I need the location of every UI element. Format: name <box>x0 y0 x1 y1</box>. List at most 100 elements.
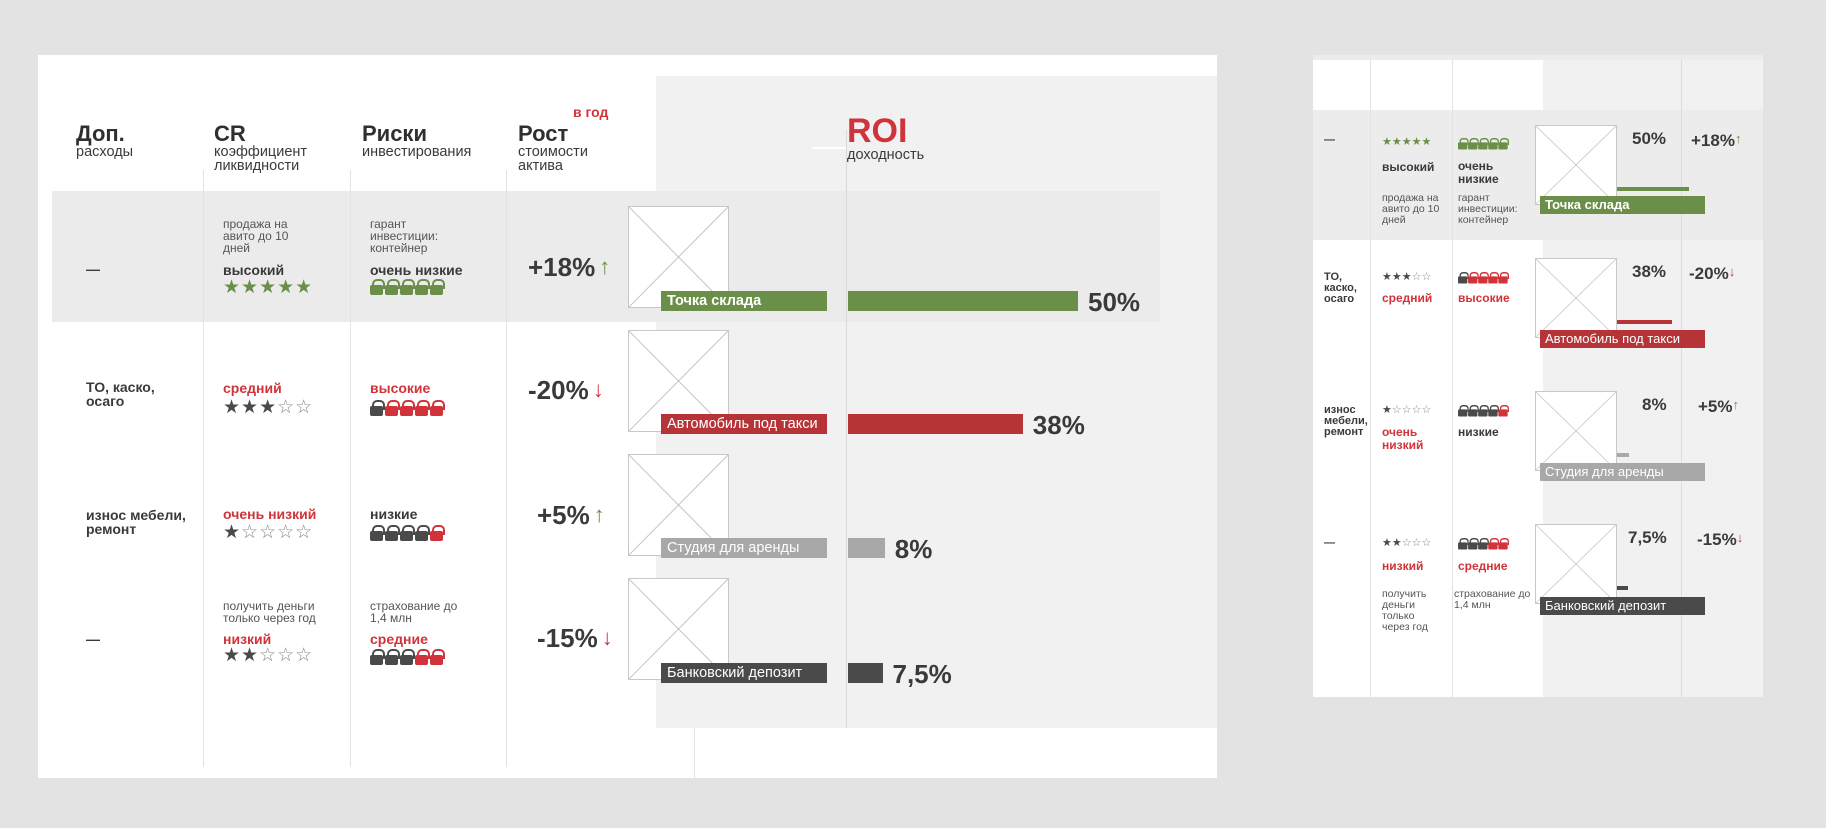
arrow-down-icon: ↓ <box>1728 264 1736 279</box>
header-expenses-title: Доп. <box>76 121 125 146</box>
label-studio: Студия для аренды <box>661 538 827 558</box>
row3-locks <box>370 525 445 541</box>
roi-value-label: 8% <box>894 534 933 564</box>
header-cr: CR коэффициент ликвидности <box>214 121 334 174</box>
m-roi-bar <box>1617 320 1672 324</box>
m-growth: +5%↑ <box>1698 396 1739 415</box>
m-row2-expenses: ТО, каско, осаго <box>1324 271 1357 305</box>
m-roi-bar <box>1617 187 1689 191</box>
roi-value-label: 7,5% <box>892 659 952 689</box>
m-row1-risk-level: очень низкие <box>1458 159 1499 186</box>
m-growth: +18%↑ <box>1691 130 1741 149</box>
m-roi-value: 38% <box>1632 262 1667 281</box>
m-row2-locks <box>1458 272 1510 284</box>
row2-growth: -20% ↓ <box>528 375 604 406</box>
row2-locks <box>370 400 445 416</box>
roi-sub: доходность <box>847 147 925 163</box>
m-row3-expenses: износ мебели, ремонт <box>1324 404 1368 438</box>
row2-expenses: ТО, каско, осаго <box>86 379 155 409</box>
m-row2-stars: ★★★☆☆ <box>1382 271 1432 283</box>
row4-cr-level: низкий <box>223 631 272 647</box>
row3-growth: +5% ↑ <box>537 500 605 531</box>
m-row1-stars: ★★★★★ <box>1382 136 1432 148</box>
m-row4-risk-note: страхование до 1,4 млн <box>1454 588 1531 611</box>
label-deposit: Банковский депозит <box>661 663 827 683</box>
roi-area <box>656 76 1217 728</box>
roi-value-label: 50% <box>1088 287 1141 317</box>
row4-risk-note: страхование до 1,4 млн <box>370 599 458 625</box>
header-risks-sub: инвестирования <box>362 144 472 160</box>
image-placeholder <box>1535 125 1617 205</box>
row1-growth: +18% ↑ <box>528 252 610 283</box>
m-row1-expenses: — <box>1324 134 1335 146</box>
m-growth-value: +18% <box>1691 131 1735 150</box>
header-growth-sub: стоимости актива <box>518 144 588 174</box>
header-expenses-sub: расходы <box>76 144 134 160</box>
image-placeholder <box>1535 524 1617 604</box>
m-row3-risk-level: низкие <box>1458 425 1499 439</box>
m-row4-risk-level: средние <box>1458 559 1508 573</box>
m-row3-locks <box>1458 405 1510 417</box>
header-roi: ROI доходность <box>847 114 924 162</box>
roi-title: ROI <box>847 112 908 150</box>
row4-cr-note: получить деньги только через год <box>223 599 316 625</box>
m-growth-value: -20% <box>1689 264 1729 283</box>
header-growth: Рост стоимости актива <box>518 121 608 174</box>
roi-value-label: 38% <box>1032 410 1085 440</box>
header-growth-note: в год <box>573 104 609 120</box>
image-placeholder <box>628 206 729 308</box>
m-label-deposit: Банковский депозит <box>1540 597 1705 615</box>
row2-growth-value: -20% <box>528 375 589 405</box>
m-roi-value: 7,5% <box>1628 528 1667 547</box>
row3-expenses: износ мебели, ремонт <box>86 507 186 537</box>
header-cr-title: CR <box>214 121 246 146</box>
row1-stars: ★★★★★ <box>223 277 314 298</box>
m-row1-risk-note: гарант инвестиции: контейнер <box>1458 192 1518 226</box>
m-row3-cr-level: очень низкий <box>1382 425 1424 452</box>
row4-growth-value: -15% <box>537 623 598 653</box>
label-sklad: Точка склада <box>661 291 827 311</box>
m-row4-cr-level: низкий <box>1382 559 1424 573</box>
roi-underline <box>812 147 846 149</box>
image-placeholder <box>1535 258 1617 338</box>
m-growth-value: -15% <box>1697 530 1737 549</box>
roi-bar <box>848 291 1078 311</box>
m-row1-cr-note: продажа на авито до 10 дней <box>1382 192 1440 226</box>
roi-bar <box>848 414 1023 434</box>
arrow-up-icon: ↑ <box>1732 397 1740 412</box>
m-label-sklad: Точка склада <box>1540 196 1705 214</box>
m-row1-locks <box>1458 138 1510 150</box>
m-row4-cr-note: получить деньги только через год <box>1382 588 1428 633</box>
roi-bar <box>848 663 883 683</box>
m-row2-cr-level: средний <box>1382 291 1433 305</box>
m-roi-value: 50% <box>1632 129 1667 148</box>
row4-risk-level: средние <box>370 631 428 647</box>
m-row2-risk-level: высокие <box>1458 291 1510 305</box>
mobile-header-band <box>1313 55 1763 60</box>
m-roi-bar <box>1617 453 1629 457</box>
m-row4-locks <box>1458 538 1510 550</box>
m-growth: -20%↓ <box>1689 263 1735 282</box>
m-row4-stars: ★★☆☆☆ <box>1382 537 1432 549</box>
arrow-up-icon: ↑ <box>593 502 605 527</box>
m-roi-value: 8% <box>1642 395 1667 414</box>
row1-cr-note: продажа на авито до 10 дней <box>223 217 289 255</box>
row3-growth-value: +5% <box>537 500 590 530</box>
label-taxi: Автомобиль под такси <box>661 414 827 434</box>
m-growth-value: +5% <box>1698 397 1733 416</box>
m-label-studio: Студия для аренды <box>1540 463 1705 481</box>
m-row1-cr-level: высокий <box>1382 160 1435 174</box>
header-risks-title: Риски <box>362 121 427 146</box>
row3-stars: ★☆☆☆☆ <box>223 522 314 543</box>
header-growth-title: Рост <box>518 121 569 146</box>
header-cr-sub: коэффициент ликвидности <box>214 144 308 174</box>
row2-stars: ★★★☆☆ <box>223 397 314 418</box>
m-row3-stars: ★☆☆☆☆ <box>1382 404 1432 416</box>
row3-cr-level: очень низкий <box>223 506 317 522</box>
row3-risk-level: низкие <box>370 506 418 522</box>
row2-cr-level: средний <box>223 380 282 396</box>
m-label-taxi: Автомобиль под такси <box>1540 330 1705 348</box>
arrow-down-icon: ↓ <box>601 625 613 650</box>
row4-expenses: — <box>86 631 100 647</box>
arrow-up-icon: ↑ <box>599 254 611 279</box>
